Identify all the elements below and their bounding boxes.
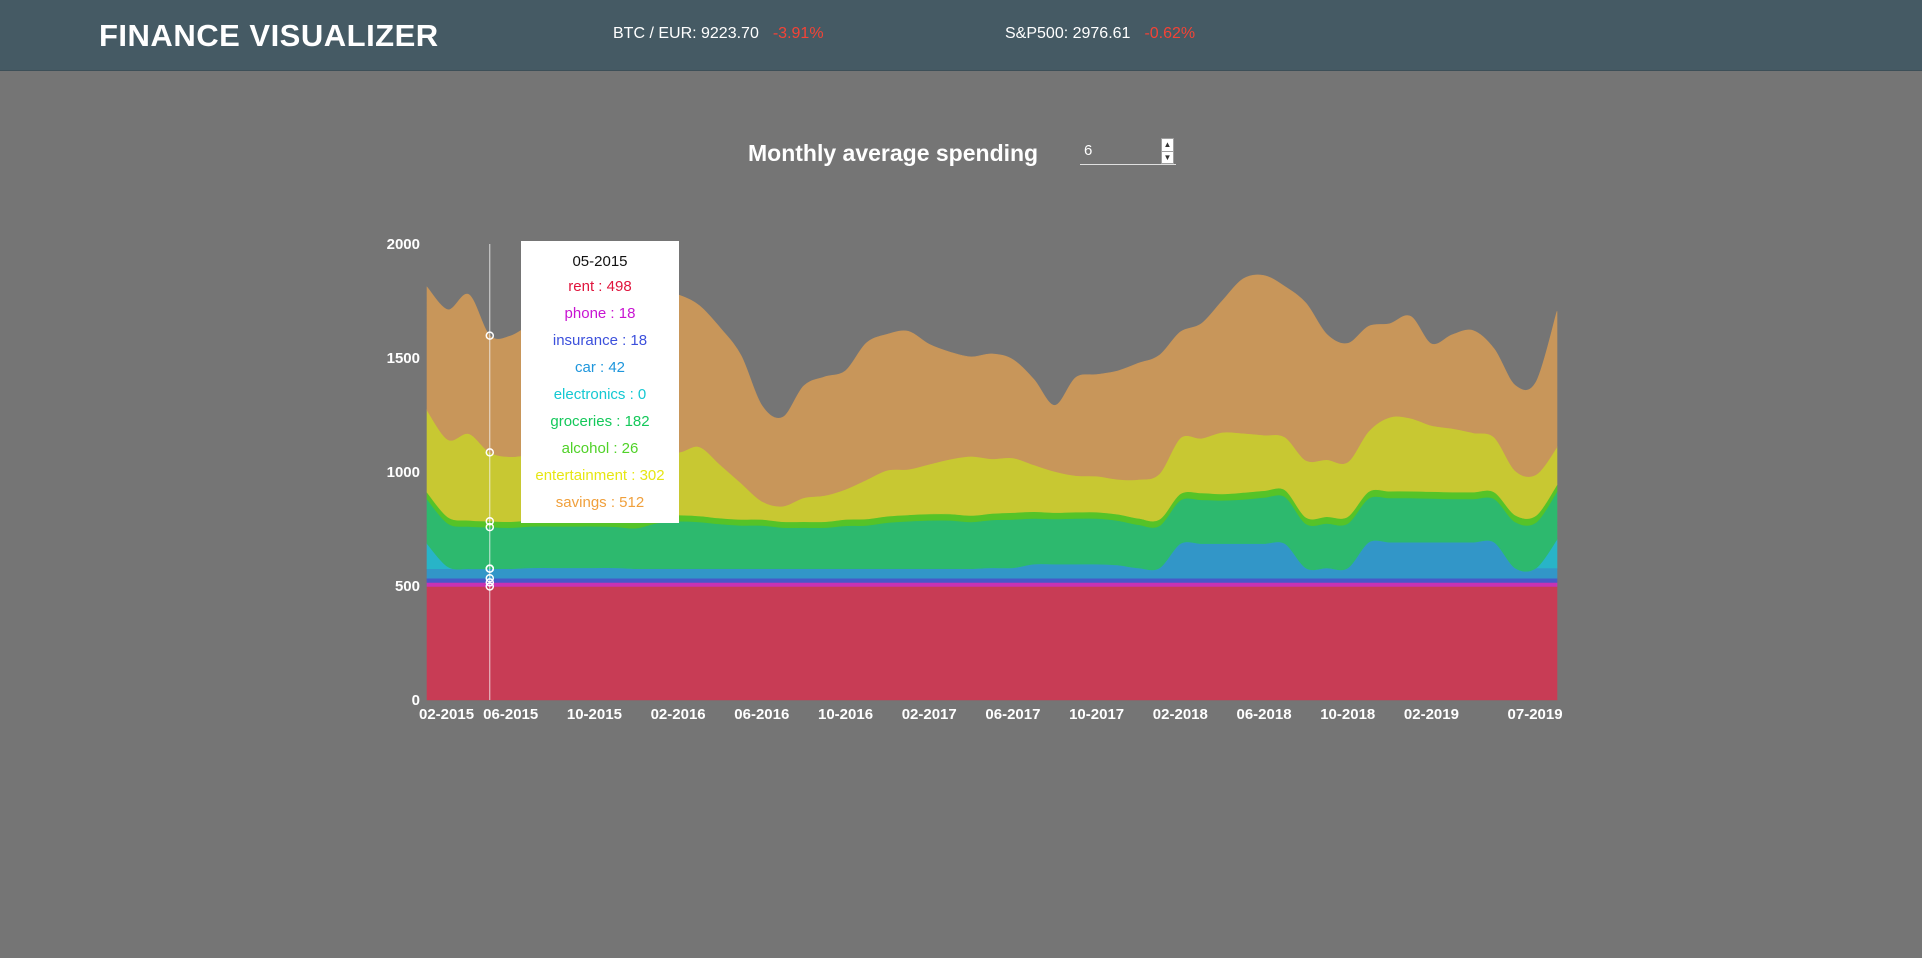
area-rent: [426, 586, 1558, 701]
tooltip-row: insurance : 18: [552, 332, 648, 349]
x-tick-label: 02-2015: [419, 706, 474, 723]
y-tick-label: 1000: [387, 464, 420, 481]
tooltip-row: electronics : 0: [553, 386, 647, 403]
x-tick-label: 07-2019: [1508, 706, 1563, 723]
tooltip-row: rent : 498: [568, 278, 632, 295]
x-tick-label: 06-2015: [483, 706, 538, 723]
x-tick-label: 02-2017: [902, 706, 957, 723]
x-tick-label: 10-2016: [818, 706, 873, 723]
hover-layer: [485, 244, 495, 700]
x-tick-label: 10-2017: [1069, 706, 1124, 723]
hover-marker-groceries: [485, 522, 495, 532]
ticker-sp500: S&P500: 2976.61 -0.62%: [1005, 25, 1195, 43]
area-savings: [426, 274, 1558, 507]
x-tick-label: 06-2017: [985, 706, 1040, 723]
chart-tooltip: 05-2015 rent : 498 phone : 18 insurance : …: [521, 241, 679, 523]
ticker-btc-value: BTC / EUR: 9223.70: [613, 25, 759, 42]
months-stepper[interactable]: ▲ ▼: [1161, 138, 1174, 164]
hover-marker-rent: [485, 582, 495, 591]
tooltip-row: savings : 512: [555, 494, 645, 511]
ticker-sp500-value: S&P500: 2976.61: [1005, 25, 1131, 42]
ticker-sp500-change: -0.62%: [1144, 25, 1196, 42]
controls-label: Monthly average spending: [748, 140, 1039, 166]
hover-marker-insurance: [485, 573, 495, 583]
tooltip-rows: rent : 498 phone : 18 insurance : 18 car : …: [521, 273, 679, 516]
hover-marker-alcohol: [485, 516, 495, 526]
x-tick-label: 02-2016: [651, 706, 706, 723]
tooltip-row: entertainment : 302: [535, 467, 665, 484]
hover-marker-phone: [485, 578, 495, 587]
app-title: FINANCE VISUALIZER: [99, 18, 439, 53]
x-tick-label: 06-2016: [734, 706, 789, 723]
x-tick-label: 02-2018: [1153, 706, 1208, 723]
y-tick-label: 0: [412, 692, 420, 709]
months-input-value: 6: [1084, 142, 1093, 159]
tooltip-row: car : 42: [574, 359, 626, 376]
y-tick-label: 2000: [387, 236, 420, 253]
hover-marker-entertainment: [485, 448, 495, 457]
tooltip-date: 05-2015: [572, 253, 628, 270]
months-number-input[interactable]: 6 ▲ ▼: [1080, 138, 1176, 165]
y-axis: 0 500 1000 1500 2000: [387, 236, 420, 709]
hover-marker-electronics: [485, 564, 495, 573]
chevron-down-icon[interactable]: ▼: [1162, 151, 1173, 162]
x-tick-label: 06-2018: [1237, 706, 1292, 723]
x-tick-label: 10-2015: [567, 706, 622, 723]
ticker-btc-eur: BTC / EUR: 9223.70 -3.91%: [613, 25, 824, 43]
chevron-up-icon[interactable]: ▲: [1163, 140, 1172, 149]
area-insurance: [426, 577, 1558, 583]
y-tick-label: 1500: [387, 350, 420, 367]
tooltip-row: groceries : 182: [550, 413, 650, 430]
x-tick-label: 02-2019: [1404, 706, 1459, 723]
tooltip-row: phone : 18: [564, 305, 636, 322]
x-axis: 02-2015 06-2015 10-2015 02-2016 06-2016 10-20…: [419, 706, 1563, 723]
y-tick-label: 500: [395, 578, 420, 595]
hover-marker-savings: [485, 331, 495, 340]
tooltip-row: alcohol : 26: [561, 440, 639, 457]
top-header: FINANCE VISUALIZER BTC / EUR: 9223.70 -3.…: [0, 0, 1922, 71]
x-tick-label: 10-2018: [1320, 706, 1375, 723]
ticker-btc-change: -3.91%: [772, 25, 824, 42]
area-phone: [426, 582, 1558, 587]
chart-areas: [426, 274, 1558, 701]
